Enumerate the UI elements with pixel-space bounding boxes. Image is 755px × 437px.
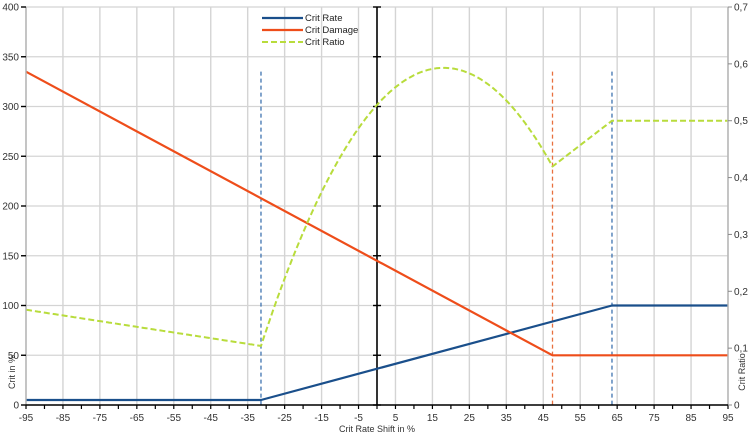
series-crit-damage: [25, 70, 728, 357]
x-tick-label: 85: [685, 413, 697, 424]
legend-label: Crit Damage: [305, 25, 358, 36]
y-tick-label: 50: [8, 351, 20, 362]
y-tick-label: 150: [2, 251, 19, 262]
x-tick-label: -25: [277, 413, 292, 424]
x-tick-label: 75: [649, 413, 661, 424]
y2-axis-tick-labels: 0 0,1 0,2 0,3 0,4 0,5 0,6 0,7: [734, 3, 748, 412]
y-tick-label: 0: [13, 401, 19, 412]
x-tick-label: 5: [393, 413, 399, 424]
x-tick-label: 45: [538, 413, 550, 424]
y-axis-tick-labels: 0 50 100 150 200 250 300 350 400: [2, 3, 19, 412]
y2-tick-label: 0,2: [734, 287, 748, 298]
x-tick-label: -45: [204, 413, 219, 424]
y2-tick-label: 0,3: [734, 230, 748, 241]
series-crit-rate: [26, 304, 728, 402]
legend: Crit Rate Crit Damage Crit Ratio: [262, 13, 358, 48]
x-tick-label: -75: [93, 413, 108, 424]
x-axis-tick-labels: -95 -85 -75 -65 -55 -45 -35 -25 -15 -5 5 15 25 35 45 55…: [19, 413, 734, 424]
y2-axis-title: Crit Ratio: [737, 353, 747, 391]
x-tick-label: -15: [314, 413, 329, 424]
y2-tick-label: 0,5: [734, 116, 748, 127]
zero-axis: [373, 6, 381, 406]
x-tick-label: -85: [56, 413, 71, 424]
legend-item-crit-ratio: Crit Ratio: [262, 37, 345, 48]
x-axis-title: Crit Rate Shift in %: [339, 424, 415, 434]
axes: [21, 6, 732, 409]
series-crit-ratio: [25, 66, 728, 347]
y-tick-label: 300: [2, 102, 19, 113]
series-lines: [25, 66, 728, 402]
y2-tick-label: 0,4: [734, 173, 748, 184]
y2-tick-label: 0,1: [734, 344, 748, 355]
x-tick-label: -35: [240, 413, 255, 424]
y-axis-title: Crit in %: [7, 355, 17, 389]
y2-tick-label: 0,7: [734, 3, 748, 14]
legend-label: Crit Ratio: [305, 37, 345, 48]
x-tick-label: -5: [354, 413, 363, 424]
y-tick-label: 250: [2, 152, 19, 163]
y2-tick-label: 0: [734, 401, 740, 412]
x-tick-label: -65: [130, 413, 145, 424]
y2-tick-label: 0,6: [734, 59, 748, 70]
x-tick-label: -55: [167, 413, 182, 424]
legend-label: Crit Rate: [305, 13, 342, 24]
x-tick-label: 65: [612, 413, 624, 424]
legend-item-crit-damage: Crit Damage: [262, 25, 358, 36]
y-tick-label: 400: [2, 3, 19, 14]
y-tick-label: 100: [2, 301, 19, 312]
y-tick-label: 350: [2, 52, 19, 63]
x-tick-label: 95: [722, 413, 734, 424]
x-tick-label: 55: [575, 413, 587, 424]
x-tick-label: 25: [464, 413, 476, 424]
y-tick-label: 200: [2, 202, 19, 213]
x-tick-label: 35: [501, 413, 513, 424]
legend-item-crit-rate: Crit Rate: [262, 13, 342, 24]
x-tick-label: -95: [19, 413, 34, 424]
x-tick-label: 15: [427, 413, 439, 424]
